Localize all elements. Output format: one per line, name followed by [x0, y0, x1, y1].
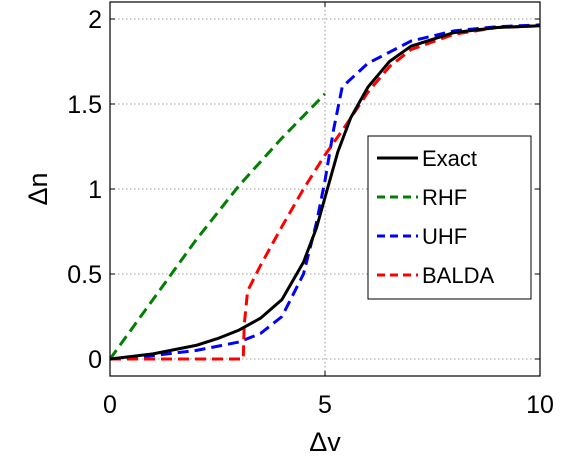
legend-label-balda: BALDA [422, 263, 494, 288]
x-tick-label: 0 [103, 391, 117, 419]
legend: Exact RHF UHF BALDA [367, 135, 532, 300]
series-layer [110, 23, 540, 361]
y-ticks: 0 0.5 1 1.5 2 [67, 6, 540, 374]
series-line-balda [110, 24, 540, 361]
legend-box [367, 135, 532, 300]
series-line-exact [110, 24, 540, 361]
y-axis-label: Δn [23, 172, 53, 205]
y-tick-label: 0.5 [67, 261, 102, 289]
y-tick-label: 0 [88, 346, 102, 374]
y-tick-label: 1 [88, 176, 102, 204]
x-tick-label: 10 [526, 391, 554, 419]
legend-label-rhf: RHF [422, 185, 467, 210]
series-line-rhf [110, 92, 327, 360]
y-tick-label: 1.5 [67, 91, 102, 119]
legend-label-uhf: UHF [422, 224, 467, 249]
x-tick-label: 5 [318, 391, 332, 419]
x-axis-label: Δv [309, 427, 341, 457]
y-tick-label: 2 [88, 6, 102, 34]
legend-label-exact: Exact [422, 146, 477, 171]
series-line-uhf [110, 23, 540, 361]
x-ticks: 0 5 10 [103, 2, 554, 419]
